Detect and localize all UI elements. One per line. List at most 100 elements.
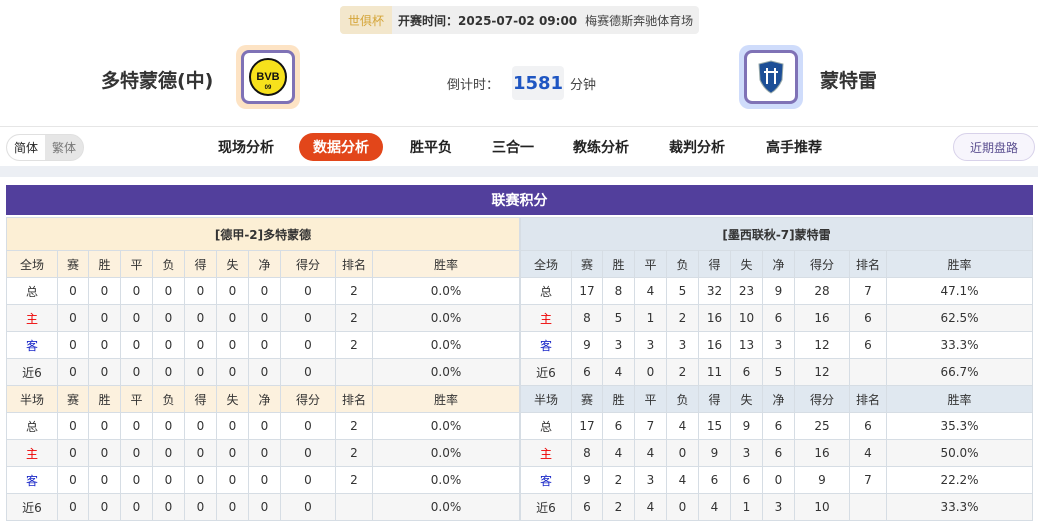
row-label: 客	[520, 466, 572, 494]
table-cell: 0	[280, 304, 336, 332]
table-cell: 16	[698, 304, 731, 332]
table-cell: 8	[602, 277, 635, 305]
tab-three-in-one[interactable]: 三合一	[492, 140, 534, 156]
column-header: 负	[152, 250, 185, 278]
lang-traditional[interactable]: 繁体	[52, 141, 77, 155]
table-cell	[335, 493, 373, 521]
table-cell: 16	[698, 331, 731, 359]
table-cell: 0	[216, 493, 249, 521]
column-header: 得分	[794, 385, 850, 413]
row-label: 主	[6, 439, 58, 467]
language-toggle[interactable]: 简体 繁体	[6, 134, 85, 161]
table-cell: 0	[184, 493, 217, 521]
competition-label[interactable]: 世俱杯	[340, 6, 393, 34]
table-cell: 6	[698, 466, 731, 494]
table-cell: 25	[794, 412, 850, 440]
table-cell: 6	[849, 331, 887, 359]
table-cell: 0	[216, 466, 249, 494]
home-team-name[interactable]: 多特蒙德(中)	[101, 70, 214, 92]
column-header: 平	[634, 250, 667, 278]
table-row: 近6 6 2 4 0 4 1 3 10 33.3%	[520, 493, 1033, 521]
table-cell: 0	[57, 331, 89, 359]
table-cell: 0	[634, 358, 667, 386]
away-standings-table: [墨西联秋-7]蒙特雷 全场赛胜平负得失净得分 排名 胜率总 17 8 4 5 32 23 9 28 7…	[520, 217, 1033, 521]
bvb-crest-icon: BVB 09	[249, 58, 287, 96]
table-row: 客 9 2 3 4 6 6 0 9 7 22.2%	[520, 466, 1033, 494]
table-cell: 50.0%	[886, 439, 1033, 467]
table-cell: 0	[120, 439, 153, 467]
half-label-header: 半场	[520, 385, 572, 413]
table-cell: 6	[730, 358, 763, 386]
column-header: 赛	[571, 250, 603, 278]
main-nav: 现场分析 数据分析 胜平负 三合一 教练分析 裁判分析 高手推荐	[0, 133, 1038, 161]
table-cell: 23	[730, 277, 763, 305]
tab-expert-picks[interactable]: 高手推荐	[766, 140, 822, 156]
table-cell: 62.5%	[886, 304, 1033, 332]
column-header: 负	[152, 385, 185, 413]
table-cell: 10	[794, 493, 850, 521]
away-team-name[interactable]: 蒙特雷	[820, 70, 878, 92]
table-cell: 0	[280, 277, 336, 305]
table-row: 主 8 5 1 2 16 10 6 16 6 62.5%	[520, 304, 1033, 332]
table-cell: 4	[666, 412, 699, 440]
table-row: 总 17 8 4 5 32 23 9 28 7 47.1%	[520, 277, 1033, 305]
tab-win-draw-lose[interactable]: 胜平负	[410, 140, 452, 156]
column-header: 得分	[280, 385, 336, 413]
table-row: 总 0 0 0 0 0 0 0 0 2 0.0%	[6, 412, 520, 440]
table-cell: 0	[152, 493, 185, 521]
row-label: 近6	[6, 358, 58, 386]
column-header: 胜率	[886, 385, 1033, 413]
table-cell: 3	[634, 331, 667, 359]
lang-simplified[interactable]: 简体	[7, 135, 46, 160]
table-cell: 0.0%	[372, 277, 520, 305]
table-cell: 0	[666, 493, 699, 521]
tab-coach-analysis[interactable]: 教练分析	[573, 140, 629, 156]
table-cell: 5	[666, 277, 699, 305]
countdown-value: 1581	[512, 66, 565, 100]
column-header: 得分	[280, 250, 336, 278]
column-header: 胜	[602, 250, 635, 278]
half-header-row: 半场赛胜平负得失净得分 排名 胜率	[520, 385, 1033, 413]
table-cell	[849, 358, 887, 386]
table-cell: 3	[666, 331, 699, 359]
table-cell: 0	[57, 412, 89, 440]
table-cell: 0	[248, 358, 281, 386]
column-header: 胜率	[372, 385, 520, 413]
table-cell: 0	[248, 331, 281, 359]
table-cell: 47.1%	[886, 277, 1033, 305]
table-cell: 0	[88, 466, 121, 494]
tab-data-analysis[interactable]: 数据分析	[299, 133, 383, 161]
table-cell: 0	[57, 493, 89, 521]
column-header: 赛	[57, 250, 89, 278]
table-cell: 9	[794, 466, 850, 494]
row-label: 总	[520, 412, 572, 440]
table-row: 主 8 4 4 0 9 3 6 16 4 50.0%	[520, 439, 1033, 467]
table-cell: 8	[571, 304, 603, 332]
recent-odds-button[interactable]: 近期盘路	[953, 133, 1035, 161]
column-header: 排名	[849, 250, 887, 278]
table-cell: 0	[184, 358, 217, 386]
divider	[0, 126, 1038, 127]
countdown: 倒计时： 1581 分钟	[447, 66, 596, 100]
table-cell: 0	[184, 466, 217, 494]
column-header: 负	[666, 250, 699, 278]
column-header: 赛	[571, 385, 603, 413]
table-cell: 0	[152, 466, 185, 494]
table-cell: 2	[335, 466, 373, 494]
table-cell: 6	[730, 466, 763, 494]
column-header: 胜	[88, 385, 121, 413]
table-cell: 0	[280, 412, 336, 440]
table-cell: 0	[216, 412, 249, 440]
tab-referee-analysis[interactable]: 裁判分析	[669, 140, 725, 156]
column-header: 得	[698, 385, 731, 413]
table-cell: 0	[120, 277, 153, 305]
table-cell: 0	[184, 331, 217, 359]
row-label: 总	[520, 277, 572, 305]
table-cell: 33.3%	[886, 493, 1033, 521]
home-team-logo[interactable]: BVB 09	[236, 45, 300, 109]
row-label: 客	[6, 466, 58, 494]
tab-live-analysis[interactable]: 现场分析	[218, 140, 274, 156]
table-cell: 4	[634, 493, 667, 521]
away-team-logo[interactable]	[739, 45, 803, 109]
table-cell: 0	[152, 358, 185, 386]
